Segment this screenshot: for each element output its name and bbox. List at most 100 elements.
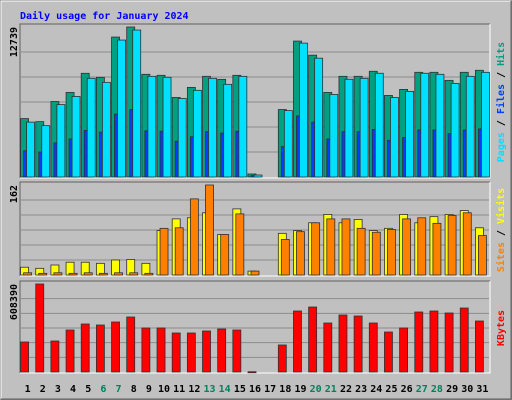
bar — [186, 332, 196, 373]
bar — [462, 212, 472, 276]
bar — [387, 229, 396, 276]
bar — [98, 272, 108, 276]
series-legend: Sites / Visits — [495, 188, 507, 272]
bar — [420, 72, 430, 178]
bar — [132, 29, 142, 178]
bar — [293, 310, 302, 373]
frame-dark — [19, 23, 490, 178]
frame-dark — [19, 181, 490, 276]
day-label: 16 — [249, 384, 261, 395]
day-label: 5 — [85, 384, 91, 395]
day-label: 27 — [416, 384, 428, 395]
bar — [338, 314, 348, 373]
day-label: 29 — [446, 384, 458, 395]
bar — [311, 222, 321, 276]
bar — [323, 322, 333, 373]
day-label: 9 — [146, 384, 152, 395]
bar — [465, 75, 475, 178]
bar — [126, 316, 136, 373]
bar — [341, 218, 351, 276]
bar — [147, 75, 157, 178]
bar — [447, 215, 457, 276]
bar — [65, 329, 75, 373]
bar — [399, 327, 409, 373]
series-legend: Pages / Files / Hits — [495, 42, 507, 162]
bar — [432, 222, 442, 276]
day-label: 19 — [294, 384, 306, 395]
day-label: 21 — [325, 384, 337, 395]
y-max-label: 162 — [9, 185, 20, 203]
legend-separator: / — [496, 114, 507, 132]
bar — [435, 73, 445, 178]
bar — [280, 239, 290, 276]
bar — [444, 312, 454, 373]
bar — [359, 77, 369, 178]
bar — [71, 96, 81, 178]
day-label: 30 — [461, 384, 473, 395]
legend-entry: Files — [495, 84, 507, 114]
bar — [223, 83, 233, 178]
bar — [253, 174, 263, 178]
bar — [35, 283, 45, 373]
bar — [56, 104, 66, 178]
bar — [390, 97, 399, 178]
day-label: 10 — [158, 384, 170, 395]
bar — [299, 42, 308, 178]
bar — [205, 184, 214, 276]
bar — [202, 330, 211, 373]
bar — [283, 110, 293, 178]
bar — [238, 75, 248, 178]
bar — [384, 331, 393, 373]
bar — [429, 310, 439, 373]
bar — [247, 371, 257, 374]
bar — [356, 227, 366, 276]
day-label: 13 — [203, 384, 215, 395]
bar — [156, 327, 166, 373]
bar — [159, 227, 169, 276]
legend-entry: KBytes — [496, 310, 507, 346]
bar — [23, 272, 32, 276]
day-label: 23 — [355, 384, 367, 395]
bar — [117, 39, 126, 178]
frame-light — [20, 281, 491, 374]
y-max-label: 608390 — [9, 284, 20, 320]
bar — [192, 89, 202, 178]
bar — [217, 328, 227, 373]
bar — [220, 234, 230, 276]
bar — [101, 81, 111, 178]
day-label: 14 — [219, 384, 231, 395]
bar — [68, 272, 78, 276]
bar — [50, 340, 60, 373]
bar — [129, 272, 139, 276]
day-label: 31 — [476, 384, 488, 395]
day-label: 2 — [40, 384, 46, 395]
bar — [481, 71, 490, 178]
bar — [344, 78, 354, 178]
day-label: 28 — [431, 384, 443, 395]
bar — [459, 307, 469, 373]
legend-entry: Visits — [495, 188, 507, 224]
bar — [189, 198, 199, 276]
frame-dark — [19, 280, 490, 373]
bar — [308, 306, 318, 373]
bar — [475, 320, 484, 373]
legend-separator: / — [496, 224, 507, 242]
day-label: 24 — [370, 384, 382, 395]
bar — [53, 272, 63, 276]
bar — [250, 270, 260, 276]
day-label: 22 — [340, 384, 352, 395]
day-label: 15 — [234, 384, 246, 395]
bar — [38, 272, 48, 276]
bar — [450, 82, 460, 178]
day-label: 26 — [401, 384, 413, 395]
bar — [353, 315, 363, 373]
frame-light — [20, 24, 491, 179]
day-label: 20 — [310, 384, 322, 395]
day-label: 7 — [116, 384, 122, 395]
bar — [80, 323, 90, 373]
bar — [277, 344, 287, 373]
day-label: 18 — [279, 384, 291, 395]
bar — [111, 321, 120, 373]
